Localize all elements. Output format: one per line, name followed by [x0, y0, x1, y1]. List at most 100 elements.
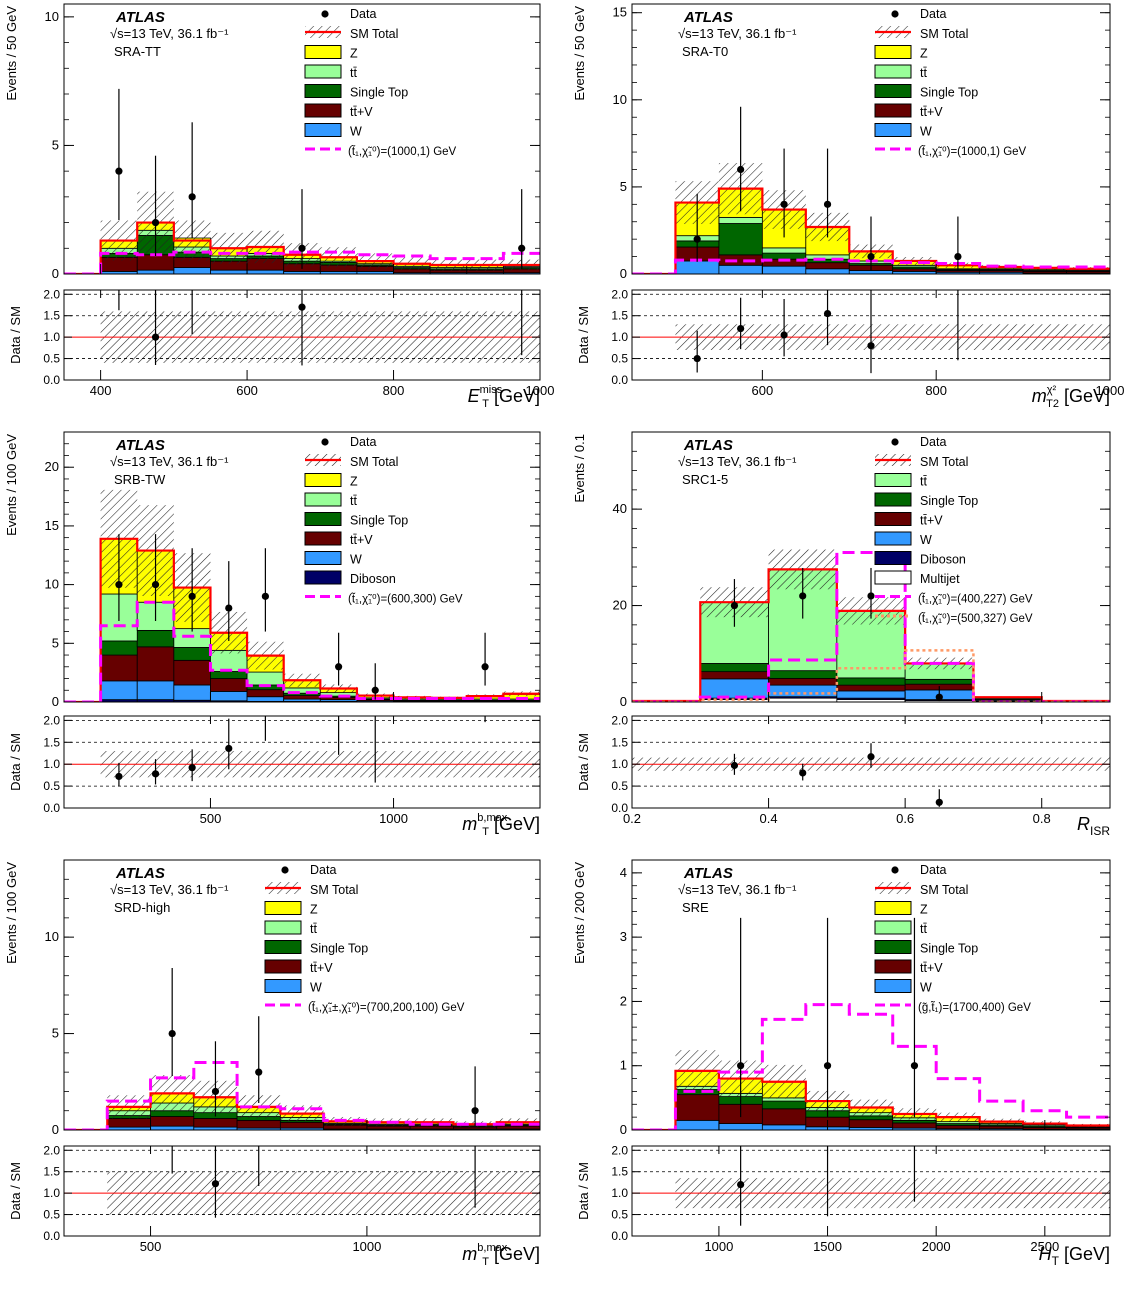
ratio-point	[737, 325, 744, 332]
legend-swatch-ttbar	[265, 921, 301, 934]
y-axis-label: Events / 200 GeV	[572, 862, 587, 964]
legend-swatch-z	[305, 46, 341, 59]
data-point	[212, 1088, 219, 1095]
legend-sm-total-label: SM Total	[350, 27, 398, 41]
bar-ttv-3	[837, 685, 905, 691]
energy-label: √s=13 TeV, 36.1 fb⁻¹	[678, 882, 797, 897]
ratio-y-tick-label: 0.5	[43, 1208, 60, 1222]
legend-data-label: Data	[350, 435, 376, 449]
bar-ttv-3	[194, 1118, 237, 1127]
data-point	[737, 1062, 744, 1069]
data-point	[255, 1069, 262, 1076]
legend-data-label: Data	[920, 435, 946, 449]
bar-w-3	[174, 268, 211, 274]
legend-swatch-diboson	[305, 571, 341, 584]
ratio-y-tick-label: 0.0	[611, 801, 628, 815]
data-point	[911, 1062, 918, 1069]
bar-w-1	[675, 1120, 718, 1130]
energy-label: √s=13 TeV, 36.1 fb⁻¹	[678, 454, 797, 469]
data-point	[372, 687, 379, 694]
bar-w-3	[837, 691, 905, 698]
legend-swatch-w	[305, 124, 341, 137]
legend-label-single_top: Single Top	[920, 86, 978, 100]
data-point	[824, 201, 831, 208]
bar-w-1	[700, 679, 768, 698]
ratio-point	[189, 764, 196, 771]
bar-w-3	[762, 266, 805, 274]
ratio-plot	[64, 716, 540, 786]
bar-ttv-1	[101, 655, 138, 681]
y-tick-label: 5	[52, 635, 59, 650]
legend-label-single_top: Single Top	[920, 494, 978, 508]
x-tick-label: 0.8	[1033, 811, 1051, 826]
ratio-y-tick-label: 0.5	[611, 779, 628, 793]
legend-sm-total-label: SM Total	[350, 455, 398, 469]
legend-label-w: W	[920, 533, 932, 547]
bar-single_top-2	[137, 630, 174, 646]
main-plot	[64, 490, 540, 702]
data-point	[169, 1030, 176, 1037]
legend-data-marker	[321, 10, 328, 17]
x-tick-label: 500	[140, 1239, 162, 1254]
y-tick-label: 1	[620, 1058, 627, 1073]
ratio-y-tick-label: 1.0	[43, 757, 60, 771]
legend-swatch-single_top	[305, 85, 341, 98]
bar-ttv-8	[410, 1126, 453, 1129]
x-axis-label: RISR	[1077, 814, 1110, 838]
energy-label: √s=13 TeV, 36.1 fb⁻¹	[678, 26, 797, 41]
ratio-y-tick-label: 1.5	[611, 735, 628, 749]
legend-label-ttv: tt̄+V	[920, 961, 943, 975]
bar-w-4	[806, 269, 849, 274]
bar-single_top-3	[762, 253, 805, 259]
y-tick-label: 10	[613, 92, 627, 107]
ratio-y-tick-label: 1.5	[611, 1165, 628, 1179]
legend-swatch-z	[875, 46, 911, 59]
legend-swatch-single_top	[875, 941, 911, 954]
energy-label: √s=13 TeV, 36.1 fb⁻¹	[110, 26, 229, 41]
x-tick-label: 2000	[922, 1239, 951, 1254]
ratio-point	[694, 355, 701, 362]
bar-w-4	[210, 691, 247, 700]
bar-w-1	[675, 261, 718, 274]
data-point	[225, 604, 232, 611]
bar-single_top-3	[837, 678, 905, 685]
x-tick-label: 1000	[379, 811, 408, 826]
legend-label-ttbar: tt̄	[350, 66, 357, 80]
legend-label-ttbar: tt̄	[920, 475, 927, 489]
legend-label-ttbar: tt̄	[920, 66, 927, 80]
ratio-point	[867, 753, 874, 760]
y-tick-label: 0	[52, 1122, 59, 1137]
bar-ttv-1	[700, 672, 768, 679]
data-point	[867, 592, 874, 599]
ratio-y-axis-label: Data / SM	[8, 1162, 23, 1220]
legend-label-single_top: Single Top	[920, 942, 978, 956]
bar-ttv-5	[280, 1122, 323, 1128]
legend-swatch-single_top	[875, 85, 911, 98]
legend-sm-total-label: SM Total	[310, 883, 358, 897]
atlas-label: ATLAS	[115, 9, 165, 26]
y-tick-label: 20	[45, 459, 59, 474]
legend-label-ttv: tt̄+V	[350, 105, 373, 119]
ratio-point	[867, 342, 874, 349]
legend-label-single_top: Single Top	[350, 86, 408, 100]
legend-label-ttv: tt̄+V	[310, 961, 333, 975]
legend-signal-label: (t̃₁,χ̃₁±,χ̃₁⁰)=(700,200,100) GeV	[308, 1001, 465, 1014]
bar-ttv-4	[210, 679, 247, 692]
data-point	[481, 663, 488, 670]
ratio-plot	[64, 1146, 540, 1218]
legend-label-multijet: Multijet	[920, 572, 960, 586]
ratio-point	[152, 334, 159, 341]
x-tick-label: 1000	[704, 1239, 733, 1254]
x-tick-label: 600	[236, 383, 258, 398]
